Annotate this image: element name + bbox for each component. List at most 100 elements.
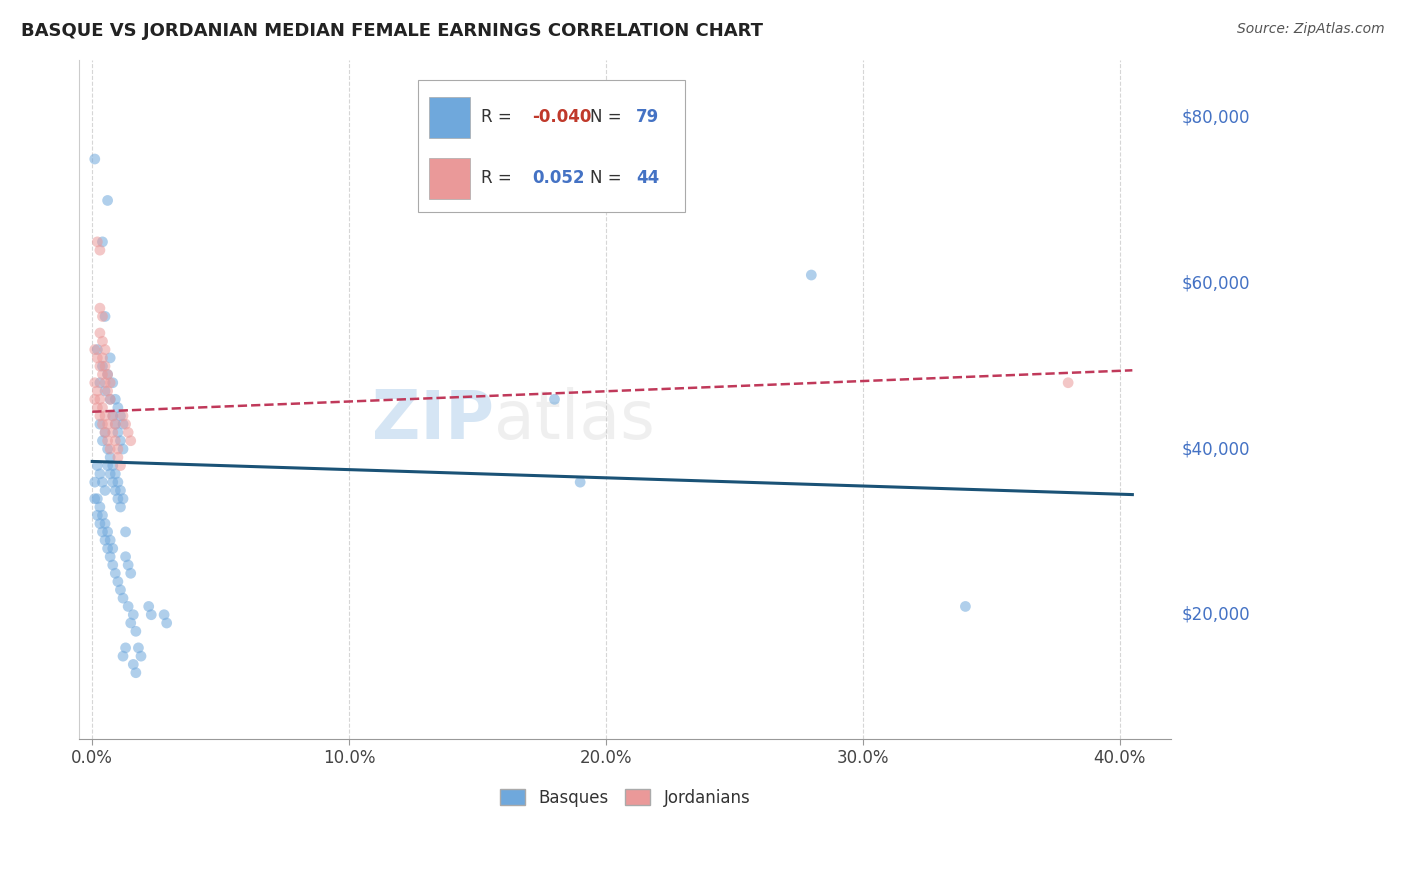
Point <box>114 549 136 564</box>
Point <box>94 359 117 373</box>
Text: BASQUE VS JORDANIAN MEDIAN FEMALE EARNINGS CORRELATION CHART: BASQUE VS JORDANIAN MEDIAN FEMALE EARNIN… <box>21 22 763 40</box>
Point <box>111 491 134 506</box>
Point <box>91 351 114 365</box>
Text: $80,000: $80,000 <box>1182 109 1250 127</box>
Point <box>86 343 108 357</box>
FancyBboxPatch shape <box>429 158 470 199</box>
Point <box>94 376 117 390</box>
Point <box>104 417 127 432</box>
Point <box>125 624 148 639</box>
Point <box>89 376 111 390</box>
Point <box>91 434 114 448</box>
Point <box>98 450 121 465</box>
Point <box>114 524 136 539</box>
Point <box>122 657 145 672</box>
Text: 44: 44 <box>636 169 659 187</box>
Point <box>94 310 117 324</box>
Point <box>111 649 134 664</box>
Point <box>89 417 111 432</box>
Point <box>91 235 114 249</box>
Point <box>98 533 121 548</box>
Point <box>94 516 117 531</box>
Point <box>94 384 117 398</box>
Point <box>97 368 120 382</box>
Point <box>97 524 120 539</box>
Point <box>111 409 134 423</box>
Point <box>107 425 129 440</box>
Text: -0.040: -0.040 <box>533 108 592 127</box>
Point <box>107 574 129 589</box>
Text: N =: N = <box>591 108 627 127</box>
Point <box>83 152 105 166</box>
Point <box>104 417 127 432</box>
Point <box>97 194 120 208</box>
Point <box>91 310 114 324</box>
Point <box>83 475 105 490</box>
Point <box>101 475 124 490</box>
Legend: Basques, Jordanians: Basques, Jordanians <box>494 782 756 814</box>
Point <box>110 458 132 473</box>
Point <box>110 582 132 597</box>
Point <box>98 392 121 407</box>
Point <box>86 351 108 365</box>
Point <box>89 326 111 340</box>
Point <box>98 549 121 564</box>
Point <box>91 475 114 490</box>
Point <box>94 483 117 498</box>
Point <box>89 359 111 373</box>
Text: Source: ZipAtlas.com: Source: ZipAtlas.com <box>1237 22 1385 37</box>
Point <box>117 599 139 614</box>
Text: $40,000: $40,000 <box>1182 440 1250 458</box>
Point <box>91 368 114 382</box>
Point <box>89 516 111 531</box>
Point <box>117 558 139 572</box>
Point <box>83 392 105 407</box>
Point <box>91 401 114 415</box>
Point <box>543 392 565 407</box>
Point <box>110 500 132 514</box>
Text: N =: N = <box>591 169 627 187</box>
Text: 79: 79 <box>636 108 659 127</box>
Point <box>94 533 117 548</box>
FancyBboxPatch shape <box>429 97 470 137</box>
Point <box>86 458 108 473</box>
Point <box>89 467 111 481</box>
Point <box>94 425 117 440</box>
Point <box>107 442 129 456</box>
Point <box>127 640 149 655</box>
Point <box>122 607 145 622</box>
Point <box>138 599 160 614</box>
Point <box>104 392 127 407</box>
Point <box>83 376 105 390</box>
Point <box>97 442 120 456</box>
Point <box>89 409 111 423</box>
Point <box>117 425 139 440</box>
Point <box>83 343 105 357</box>
Point <box>107 475 129 490</box>
Point <box>94 343 117 357</box>
Point <box>955 599 977 614</box>
Point <box>97 368 120 382</box>
Point <box>98 376 121 390</box>
Point <box>110 483 132 498</box>
Point <box>104 483 127 498</box>
Point <box>86 508 108 523</box>
Point <box>94 409 117 423</box>
Point <box>101 425 124 440</box>
Text: $20,000: $20,000 <box>1182 606 1250 624</box>
Point <box>86 491 108 506</box>
Point <box>111 417 134 432</box>
Point <box>111 591 134 606</box>
Point <box>569 475 592 490</box>
Point <box>120 566 142 581</box>
Text: R =: R = <box>481 169 517 187</box>
Point <box>83 491 105 506</box>
Point <box>101 558 124 572</box>
Point <box>101 409 124 423</box>
Point <box>125 665 148 680</box>
Point <box>107 401 129 415</box>
Point <box>114 640 136 655</box>
Point <box>98 442 121 456</box>
Point <box>97 458 120 473</box>
Point <box>111 442 134 456</box>
